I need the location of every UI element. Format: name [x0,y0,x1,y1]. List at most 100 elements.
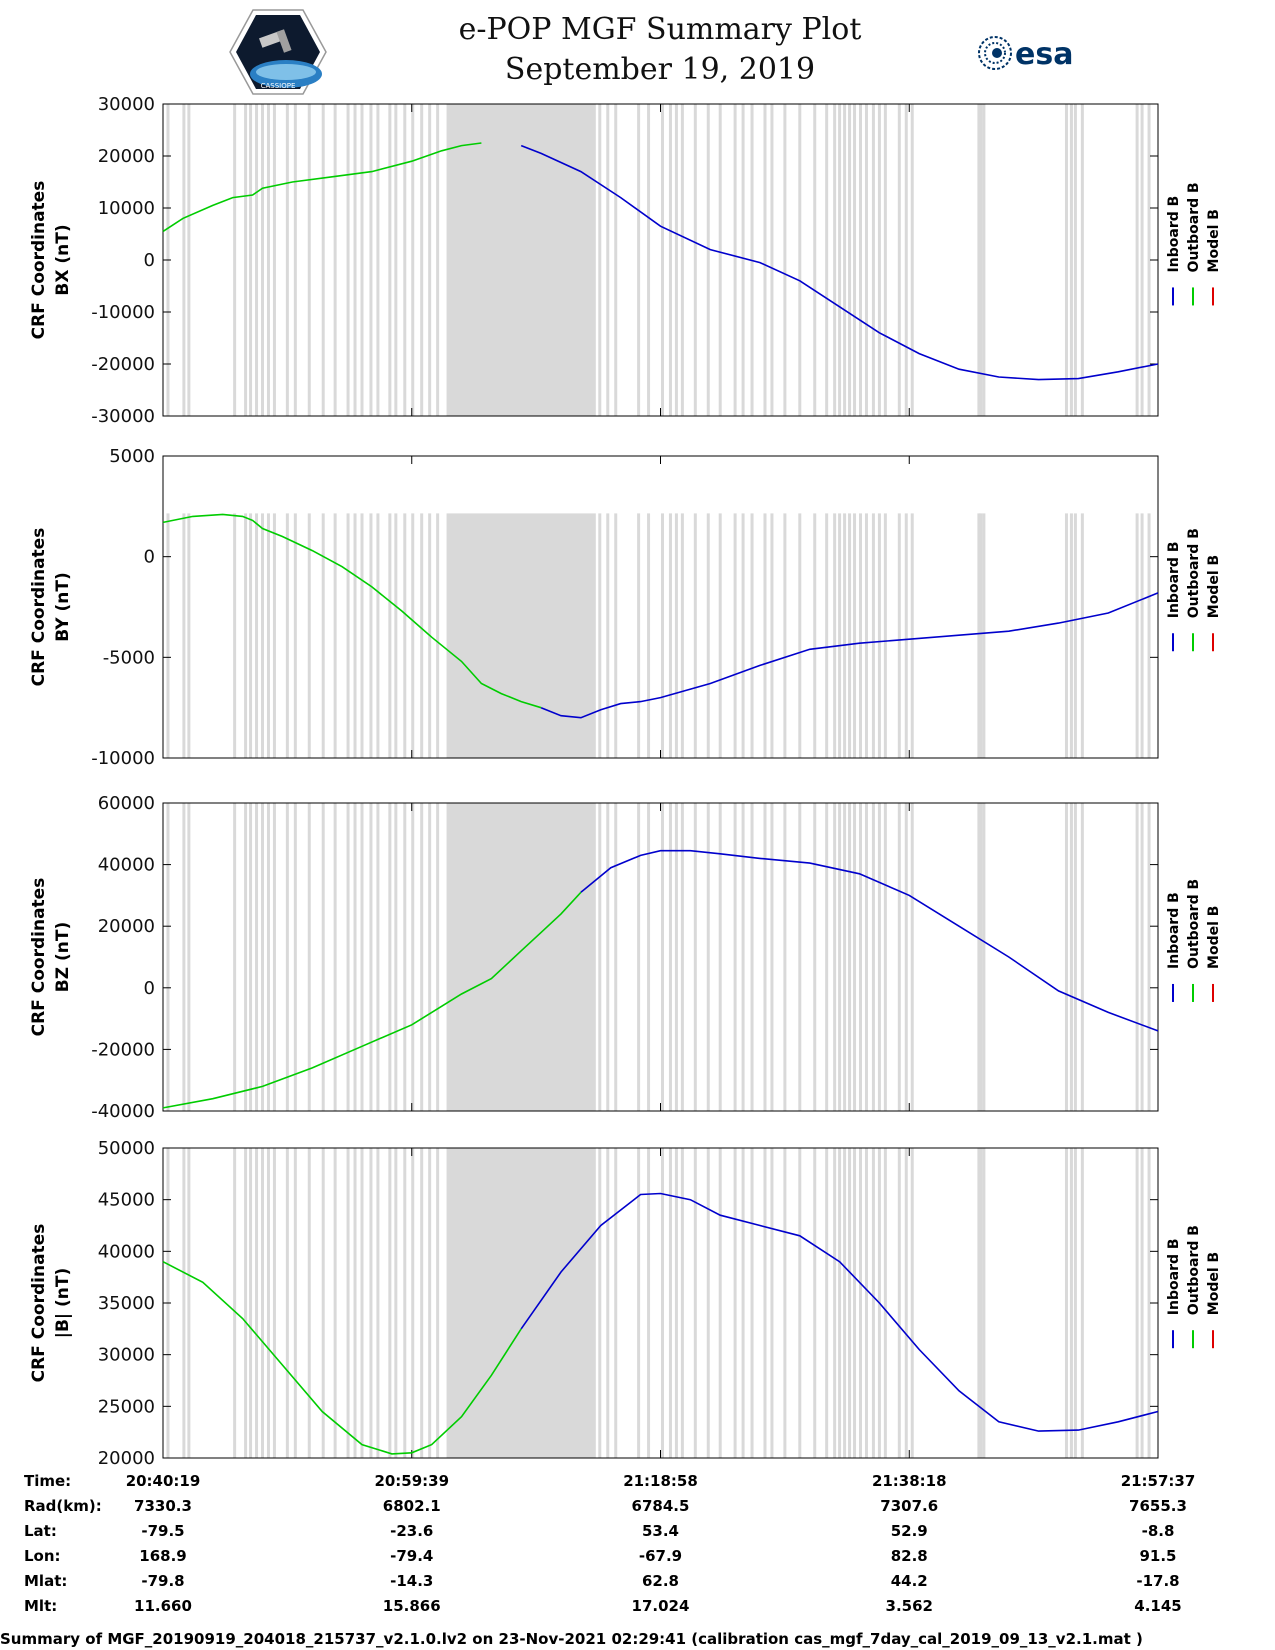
data-gap-line [249,1148,253,1458]
data-gap-line [1064,104,1068,416]
data-gap-line [897,803,901,1111]
ephemeris-value: 21:18:58 [623,1472,698,1490]
data-gap-line [321,104,325,416]
y-tick-label: -5000 [103,647,155,668]
data-gap-line [660,1148,664,1458]
data-gap-line [864,513,868,758]
data-gap-line [979,1148,983,1458]
data-gap-line [1080,803,1084,1111]
data-gap-line [360,104,364,416]
data-gap-region [446,104,596,416]
data-gap-line [614,1148,618,1458]
data-gap-line [825,513,829,758]
data-gap-line [668,1148,672,1458]
data-gap-line [360,1148,364,1458]
data-gap-line [606,1148,610,1458]
ephemeris-value: 3.562 [886,1597,933,1615]
data-gap-line [606,513,610,758]
data-gap-line [428,104,432,416]
data-gap-line [660,513,664,758]
data-gap-line [187,1148,191,1458]
legend-inboard-label: Inboard B [1166,1238,1182,1315]
y-tick-label: 0 [144,547,155,568]
plot-date: September 19, 2019 [504,52,816,87]
data-gap-line [853,104,857,416]
data-gap-line [798,513,802,758]
data-gap-line [718,513,722,758]
ephemeris-value: 17.024 [632,1597,690,1615]
cassiope-logo: CASSIOPE [228,8,328,96]
y-tick-label: 5000 [109,446,155,467]
data-gap-line [307,513,311,758]
data-gap-line [403,104,407,416]
data-gap-line [1147,1148,1151,1458]
data-gap-line [848,803,852,1111]
ephemeris-value: 44.2 [891,1572,928,1590]
data-gap-line [420,513,424,758]
data-gap-line [693,1148,697,1458]
data-gap-line [285,104,289,416]
data-gap-line [733,1148,737,1458]
data-gap-line [266,803,270,1111]
plot-frame [162,1147,1159,1459]
data-gap-line [904,1148,908,1458]
data-gap-line [249,513,253,758]
data-gap-line [883,104,887,416]
ephemeris-value: 20:59:39 [374,1472,449,1490]
data-gap-line [261,1148,264,1458]
data-gap-line [982,104,986,416]
data-gap-line [403,803,407,1111]
data-gap-line [798,104,802,416]
data-gap-line [333,803,337,1111]
data-gap-line [293,513,297,758]
data-gap-line [1073,104,1077,416]
data-gap-line [637,1148,641,1458]
ephemeris-value: -17.8 [1136,1572,1179,1590]
data-gap-line [843,104,847,416]
data-gap-line [307,1148,311,1458]
data-gap-line [1069,513,1073,758]
data-gap-line [853,803,857,1111]
data-gap-line [798,1148,802,1458]
data-gap-line [321,803,325,1111]
data-gap-line [693,104,697,416]
data-gap-line [272,104,276,416]
data-gap-line [660,803,664,1111]
data-gap-line [187,104,191,416]
data-gap-line [1064,803,1068,1111]
ephemeris-value: -67.9 [639,1547,682,1565]
data-gap-line [825,1148,829,1458]
data-gap-region [446,803,596,1111]
y-tick-label: -30000 [91,406,155,427]
data-gap-line [369,803,373,1111]
legend-outboard-label: Outboard B [1186,528,1202,618]
data-gap-line [244,104,248,416]
data-gap-line [394,513,398,758]
data-gap-line [307,803,311,1111]
y-tick-label: 20000 [98,1448,155,1469]
plot-frame [162,455,1159,759]
y-axis-sublabel: BX (nT) [53,224,73,295]
data-gap-line [272,803,276,1111]
data-gap-line [674,104,678,416]
data-gap-line [436,513,440,758]
data-gap-line [674,803,678,1111]
ephemeris-value: -8.8 [1142,1522,1175,1540]
data-gap-line [353,513,357,758]
data-gap-line [977,803,981,1111]
data-gap-line [871,104,875,416]
data-gap-line [763,513,767,758]
data-gap-line [606,104,610,416]
data-gap-line [770,513,774,758]
data-gap-line [706,513,710,758]
data-gap-line [647,513,651,758]
data-gap-line [333,1148,337,1458]
data-gap-line [255,513,259,758]
ephemeris-row-label: Time: [24,1472,71,1490]
data-gap-line [750,513,754,758]
data-gap-region [446,1148,596,1458]
data-gap-line [858,803,862,1111]
data-gap-line [614,104,618,416]
data-gap-line [1069,803,1073,1111]
data-gap-line [1069,1148,1073,1458]
